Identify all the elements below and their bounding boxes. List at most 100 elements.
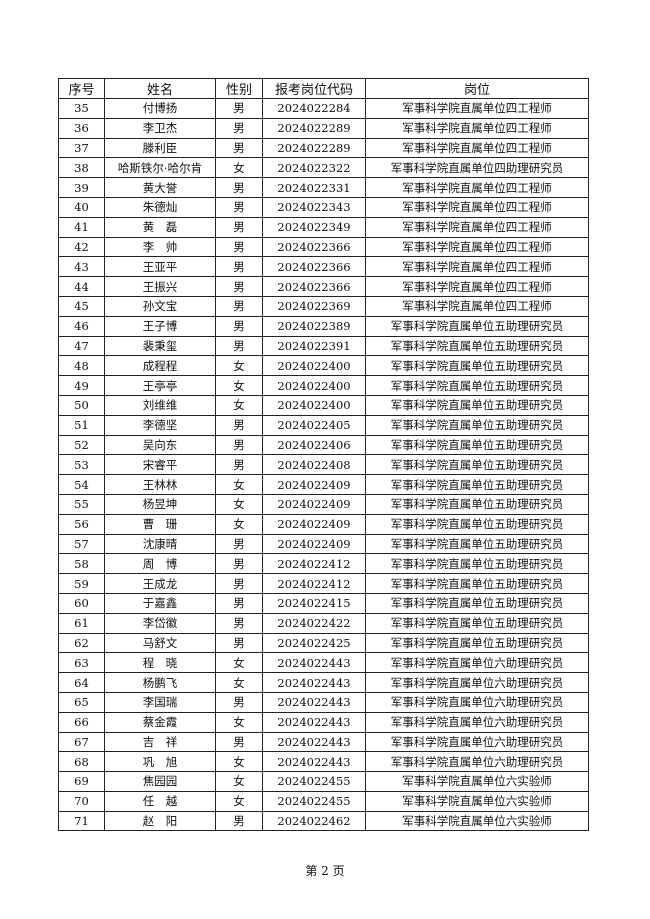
table-row: 51 李德坚男 2024022405 军事科学院直属单位五助理研究员 — [58, 414, 589, 436]
table-row: 67 吉 祥男 2024022443 军事科学院直属单位六助理研究员 — [58, 731, 589, 753]
cell-name: 付博扬 — [104, 98, 216, 119]
cell-gender: 女 — [215, 375, 263, 396]
cell-code: 2024022425 — [262, 632, 366, 654]
cell-name: 任 越 — [104, 790, 216, 812]
cell-name: 李国瑞 — [104, 691, 216, 713]
cell-position: 军事科学院直属单位四工程师 — [365, 177, 589, 198]
cell-gender: 男 — [215, 216, 263, 238]
cell-position: 军事科学院直属单位五助理研究员 — [365, 355, 589, 377]
cell-name: 程 晓 — [104, 652, 216, 674]
cell-gender: 男 — [215, 454, 263, 476]
cell-position: 军事科学院直属单位六助理研究员 — [365, 672, 589, 693]
cell-position: 军事科学院直属单位四工程师 — [365, 295, 589, 317]
cell-position: 军事科学院直属单位五助理研究员 — [365, 335, 589, 357]
cell-code: 2024022455 — [262, 771, 366, 792]
cell-code: 2024022349 — [262, 216, 366, 238]
cell-name: 李 帅 — [104, 236, 216, 258]
cell-index: 47 — [58, 335, 105, 357]
cell-gender: 女 — [215, 474, 263, 495]
cell-code: 2024022331 — [262, 177, 366, 198]
cell-name: 于嘉鑫 — [104, 592, 216, 614]
cell-name: 王振兴 — [104, 276, 216, 297]
cell-index: 56 — [58, 513, 105, 535]
cell-index: 60 — [58, 592, 105, 614]
cell-index: 64 — [58, 672, 105, 693]
cell-name: 刘维维 — [104, 394, 216, 416]
cell-position: 军事科学院直属单位五助理研究员 — [365, 493, 589, 515]
cell-gender: 女 — [215, 711, 263, 733]
cell-gender: 男 — [215, 414, 263, 436]
cell-code: 2024022406 — [262, 434, 366, 456]
cell-name: 李卫杰 — [104, 117, 216, 139]
header-gender: 性别 — [215, 78, 263, 99]
table-row: 52 吴向东男 2024022406 军事科学院直属单位五助理研究员 — [58, 434, 589, 456]
table-row: 62 马舒文男 2024022425 军事科学院直属单位五助理研究员 — [58, 632, 589, 654]
cell-position: 军事科学院直属单位五助理研究员 — [365, 533, 589, 555]
cell-position: 军事科学院直属单位五助理研究员 — [365, 454, 589, 476]
table-header-row: 序号 姓名 性别 报考岗位代码 岗位 — [58, 78, 589, 99]
cell-index: 51 — [58, 414, 105, 436]
cell-position: 军事科学院直属单位四工程师 — [365, 276, 589, 297]
cell-gender: 男 — [215, 256, 263, 278]
cell-position: 军事科学院直属单位四工程师 — [365, 117, 589, 139]
cell-gender: 男 — [215, 810, 263, 832]
cell-position: 军事科学院直属单位六助理研究员 — [365, 652, 589, 674]
table-row: 41 黄 磊男 2024022349 军事科学院直属单位四工程师 — [58, 216, 589, 238]
cell-gender: 男 — [215, 196, 263, 218]
cell-name: 赵 阳 — [104, 810, 216, 832]
header-code: 报考岗位代码 — [262, 78, 366, 99]
cell-name: 马舒文 — [104, 632, 216, 654]
cell-name: 巩 旭 — [104, 751, 216, 773]
cell-code: 2024022415 — [262, 592, 366, 614]
cell-name: 王成龙 — [104, 573, 216, 594]
cell-code: 2024022443 — [262, 751, 366, 773]
cell-gender: 男 — [215, 117, 263, 139]
cell-index: 49 — [58, 375, 105, 396]
cell-code: 2024022284 — [262, 98, 366, 119]
cell-gender: 男 — [215, 632, 263, 654]
header-position: 岗位 — [365, 78, 589, 99]
table-row: 63 程 晓女 2024022443 军事科学院直属单位六助理研究员 — [58, 652, 589, 674]
cell-index: 41 — [58, 216, 105, 238]
cell-name: 杨昱坤 — [104, 493, 216, 515]
cell-name: 焦园园 — [104, 771, 216, 792]
cell-code: 2024022443 — [262, 731, 366, 753]
cell-index: 67 — [58, 731, 105, 753]
table-row: 60 于嘉鑫男 2024022415 军事科学院直属单位五助理研究员 — [58, 592, 589, 614]
page-number: 第 2 页 — [305, 864, 345, 878]
cell-position: 军事科学院直属单位四工程师 — [365, 256, 589, 278]
cell-position: 军事科学院直属单位五助理研究员 — [365, 434, 589, 456]
cell-index: 57 — [58, 533, 105, 555]
cell-position: 军事科学院直属单位四工程师 — [365, 98, 589, 119]
cell-name: 曹 珊 — [104, 513, 216, 535]
cell-name: 成程程 — [104, 355, 216, 377]
cell-index: 52 — [58, 434, 105, 456]
table-row: 36 李卫杰男 2024022289 军事科学院直属单位四工程师 — [58, 117, 589, 139]
cell-position: 军事科学院直属单位五助理研究员 — [365, 394, 589, 416]
table-row: 59 王成龙男 2024022412 军事科学院直属单位五助理研究员 — [58, 573, 589, 594]
cell-position: 军事科学院直属单位五助理研究员 — [365, 375, 589, 396]
cell-gender: 男 — [215, 295, 263, 317]
cell-position: 军事科学院直属单位四工程师 — [365, 137, 589, 159]
cell-name: 王林林 — [104, 474, 216, 495]
table-row: 68 巩 旭女 2024022443 军事科学院直属单位六助理研究员 — [58, 751, 589, 773]
cell-name: 杨鹏飞 — [104, 672, 216, 693]
cell-name: 黄大誉 — [104, 177, 216, 198]
cell-gender: 男 — [215, 137, 263, 159]
cell-code: 2024022455 — [262, 790, 366, 812]
cell-position: 军事科学院直属单位六实验师 — [365, 810, 589, 832]
table-row: 54 王林林女 2024022409 军事科学院直属单位五助理研究员 — [58, 474, 589, 495]
cell-index: 37 — [58, 137, 105, 159]
table-row: 65 李国瑞男 2024022443 军事科学院直属单位六助理研究员 — [58, 691, 589, 713]
cell-index: 36 — [58, 117, 105, 139]
cell-gender: 男 — [215, 612, 263, 634]
cell-gender: 女 — [215, 157, 263, 179]
table-row: 61 李岱徽男 2024022422 军事科学院直属单位五助理研究员 — [58, 612, 589, 634]
cell-index: 54 — [58, 474, 105, 495]
cell-position: 军事科学院直属单位六实验师 — [365, 790, 589, 812]
cell-name: 黄 磊 — [104, 216, 216, 238]
cell-gender: 男 — [215, 434, 263, 456]
table-row: 45 孙文宝男 2024022369 军事科学院直属单位四工程师 — [58, 295, 589, 317]
table-row: 40 朱德灿男 2024022343 军事科学院直属单位四工程师 — [58, 196, 589, 218]
table-row: 47 裴秉玺男 2024022391 军事科学院直属单位五助理研究员 — [58, 335, 589, 357]
